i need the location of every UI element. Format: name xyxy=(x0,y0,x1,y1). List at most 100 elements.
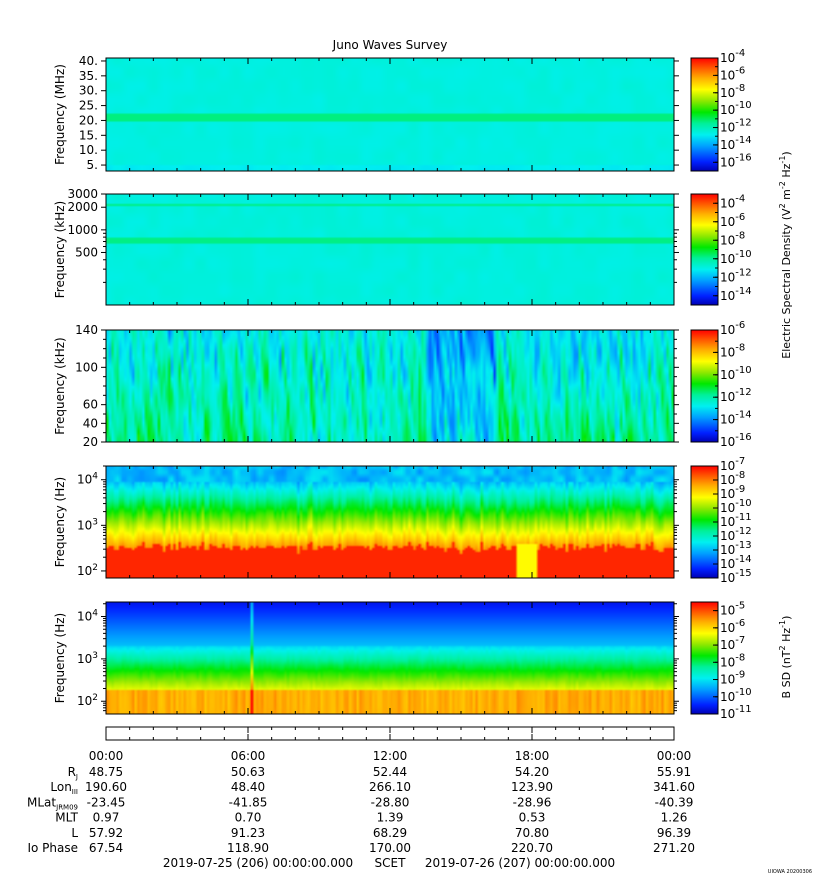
ephemeris-value: -28.96 xyxy=(513,795,552,809)
ephemeris-value: 70.80 xyxy=(515,826,549,840)
colorbar-tick-label: 10-9 xyxy=(720,670,745,687)
panel-2-colorbar xyxy=(690,193,719,306)
panel-5-colorbar xyxy=(690,601,719,715)
colorbar-tick-label: 10-14 xyxy=(720,135,752,152)
y-tick-label: 2000 xyxy=(67,200,98,214)
ephemeris-value: 170.00 xyxy=(369,841,411,855)
ephemeris-value: 0.97 xyxy=(93,811,120,825)
time-axis: 00:00 06:00 12:00 18:00 00:00 xyxy=(89,726,692,763)
y-tick-label: 100 xyxy=(75,360,98,374)
y-tick-label: 20. xyxy=(79,113,98,127)
colorbar-tick-label: 10-16 xyxy=(720,152,752,169)
colorbar-tick-label: 10-8 xyxy=(720,83,745,100)
colorbar-tick-label: 10-8 xyxy=(720,652,745,669)
ephemeris-value: 48.75 xyxy=(89,765,123,779)
time-tick-label: 06:00 xyxy=(231,749,266,763)
colorbar-tick-label: 10-10 xyxy=(720,365,752,382)
spectrogram-panels: 5.10.15.20.25.30.35.40. Frequency (MHz) 10… xyxy=(53,48,752,721)
time-tick-label: 00:00 xyxy=(657,749,692,763)
y-axis-label: Frequency (Hz) xyxy=(53,477,67,568)
ephemeris-value: 67.54 xyxy=(89,841,123,855)
colorbar-tick-label: 10-10 xyxy=(720,687,752,704)
colorbar-tick-label: 10-14 xyxy=(720,286,752,303)
ephemeris-row-label: MLatJRM09 xyxy=(27,795,78,811)
y-tick-label: 102 xyxy=(77,693,98,708)
colorbar-tick-label: 10-6 xyxy=(720,618,745,635)
y-tick-label: 103 xyxy=(77,651,98,666)
panel-3-colorbar xyxy=(690,329,719,443)
colorbar-tick-label: 10-8 xyxy=(720,342,745,359)
panel-1-colorbar xyxy=(690,57,719,172)
ephemeris-value: 48.40 xyxy=(231,780,265,794)
colorbar-tick-label: 10-14 xyxy=(720,410,752,427)
y-tick-label: 60 xyxy=(83,398,98,412)
y-tick-label: 40 xyxy=(83,416,98,430)
time-tick-label: 00:00 xyxy=(89,749,124,763)
ephemeris-value: 271.20 xyxy=(653,841,695,855)
y-tick-label: 102 xyxy=(77,563,98,578)
ephemeris-value: -23.45 xyxy=(87,795,126,809)
y-tick-label: 500 xyxy=(75,245,98,259)
y-axis-label: Frequency (kHz) xyxy=(53,337,67,434)
ephemeris-row-label: Io Phase xyxy=(27,841,78,855)
ephemeris-value: 220.70 xyxy=(511,841,553,855)
colorbar-tick-label: 10-4 xyxy=(720,48,745,65)
y-tick-label: 35. xyxy=(79,69,98,83)
y-tick-label: 25. xyxy=(79,99,98,113)
ephemeris-row-label: RJ xyxy=(68,765,78,781)
y-tick-label: 1000 xyxy=(67,223,98,237)
ephemeris-value: 55.91 xyxy=(657,765,691,779)
colorbar-tick-label: 10-12 xyxy=(720,267,752,284)
panel-3: 20 40 60 100 140 Frequency (kHz) 10-6 10-8 10-10… xyxy=(53,320,752,449)
ephemeris-value: 91.23 xyxy=(231,826,265,840)
footer-start-time: 2019-07-25 (206) 00:00:00.000 xyxy=(163,856,353,870)
y-tick-label: 104 xyxy=(77,609,98,624)
colorbar-tick-label: 10-10 xyxy=(720,249,752,266)
ephemeris-value: 123.90 xyxy=(511,780,553,794)
panel-5-spectrogram xyxy=(106,602,674,714)
ephemeris-row-label: L xyxy=(71,826,78,840)
ephemeris-value: 118.90 xyxy=(227,841,269,855)
ephemeris-value: 52.44 xyxy=(373,765,407,779)
colorbar-tick-label: 10-6 xyxy=(720,212,745,229)
ephemeris-value: 54.20 xyxy=(515,765,549,779)
time-tick-label: 12:00 xyxy=(373,749,408,763)
ephemeris-value: -28.80 xyxy=(371,795,410,809)
footer-stamp: UIOWA 20200306 xyxy=(768,869,812,875)
ephemeris-value: 50.63 xyxy=(231,765,265,779)
magnetic-colorbar-label: B SD (nT2 Hz-1) xyxy=(778,616,793,699)
y-tick-label: 104 xyxy=(77,472,98,487)
y-axis-label: Frequency (MHz) xyxy=(53,64,67,165)
y-tick-label: 140 xyxy=(75,323,98,337)
ephemeris-table: RJ 48.75 50.63 52.44 54.20 55.91 LonIII 190.60 4… xyxy=(27,765,695,855)
ephemeris-row-label: MLT xyxy=(55,811,78,825)
ephemeris-row-label: LonIII xyxy=(50,780,78,796)
panel-2-spectrogram xyxy=(106,194,674,305)
colorbar-tick-label: 10-5 xyxy=(720,601,745,618)
colorbar-label-text: B SD (nT2 Hz-1) xyxy=(778,616,793,699)
ephemeris-value: 68.29 xyxy=(373,826,407,840)
y-tick-label: 30. xyxy=(79,84,98,98)
colorbar-tick-label: 10-12 xyxy=(720,118,752,135)
y-axis-label: Frequency (Hz) xyxy=(53,613,67,704)
colorbar-tick-label: 10-4 xyxy=(720,193,745,210)
panel-4-spectrogram xyxy=(106,466,674,578)
ephemeris-value: 0.53 xyxy=(519,811,546,825)
y-tick-label: 3000 xyxy=(67,187,98,201)
y-tick-label: 40. xyxy=(79,54,98,68)
panel-3-spectrogram xyxy=(106,330,674,442)
y-tick-label: 5. xyxy=(87,158,98,172)
colorbar-tick-label: 10-6 xyxy=(720,65,745,82)
panel-1-spectrogram xyxy=(106,58,674,171)
colorbar-tick-label: 10-15 xyxy=(720,568,752,585)
chart-title: Juno Waves Survey xyxy=(332,38,448,52)
ephemeris-value: 1.26 xyxy=(661,811,688,825)
y-axis-label: Frequency (kHz) xyxy=(53,201,67,298)
colorbar-tick-label: 10-6 xyxy=(720,320,745,337)
time-tick-label: 18:00 xyxy=(515,749,550,763)
footer-end-time: 2019-07-26 (207) 00:00:00.000 xyxy=(425,856,615,870)
